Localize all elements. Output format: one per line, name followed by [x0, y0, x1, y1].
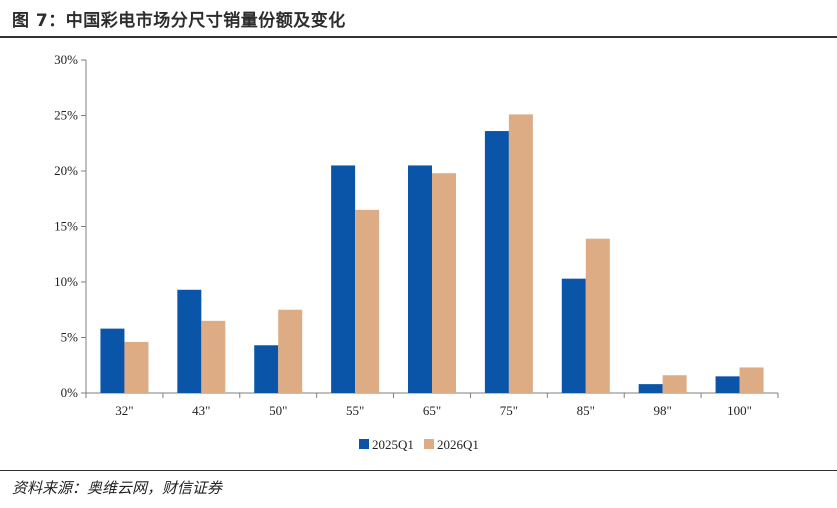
- figure-source: 资料来源：奥维云网，财信证券: [12, 479, 223, 497]
- bar-2026Q1: [278, 309, 303, 393]
- bar-2026Q1: [508, 114, 533, 393]
- bar-2025Q1: [331, 165, 356, 393]
- y-tick-label: 10%: [54, 274, 78, 289]
- legend-swatch: [424, 439, 434, 449]
- figure-footer: 资料来源：奥维云网，财信证券: [0, 470, 837, 508]
- legend-label: 2026Q1: [437, 437, 479, 452]
- bar-2026Q1: [201, 320, 226, 393]
- y-tick-label: 20%: [54, 163, 78, 178]
- x-tick-label: 43": [192, 403, 210, 418]
- y-tick-label: 30%: [54, 52, 78, 67]
- x-tick-label: 65": [423, 403, 441, 418]
- y-tick-label: 15%: [54, 219, 78, 234]
- bar-2025Q1: [177, 289, 202, 393]
- x-tick-label: 50": [269, 403, 287, 418]
- bar-2026Q1: [355, 209, 380, 393]
- x-tick-label: 100": [727, 403, 752, 418]
- bar-2026Q1: [662, 375, 687, 393]
- legend-label: 2025Q1: [372, 437, 414, 452]
- y-tick-label: 25%: [54, 108, 78, 123]
- bar-2026Q1: [432, 173, 456, 393]
- bar-chart: 0% 5% 10% 15% 20% 25% 30% 32" 43" 50" 55" 65" 75" 85"…: [54, 52, 779, 452]
- bar-2025Q1: [254, 345, 279, 393]
- legend-swatch: [359, 439, 369, 449]
- y-tick-label: 0%: [61, 385, 79, 400]
- figure-header: 图 7：中国彩电市场分尺寸销量份额及变化: [0, 0, 837, 38]
- bar-2026Q1: [739, 367, 764, 393]
- bar-2026Q1: [124, 341, 149, 393]
- x-tick-label: 75": [500, 403, 518, 418]
- x-tick-label: 98": [654, 403, 672, 418]
- bar-2026Q1: [585, 238, 610, 393]
- x-tick-label: 32": [115, 403, 133, 418]
- y-tick-label: 5%: [61, 330, 79, 345]
- x-tick-label: 85": [577, 403, 595, 418]
- bar-2025Q1: [638, 384, 663, 393]
- bar-2025Q1: [408, 165, 432, 393]
- bar-2025Q1: [100, 328, 125, 393]
- bar-2025Q1: [484, 131, 509, 393]
- bar-2025Q1: [715, 376, 740, 393]
- x-tick-label: 55": [346, 403, 364, 418]
- figure-title: 图 7：中国彩电市场分尺寸销量份额及变化: [12, 11, 346, 31]
- bar-2025Q1: [561, 278, 586, 393]
